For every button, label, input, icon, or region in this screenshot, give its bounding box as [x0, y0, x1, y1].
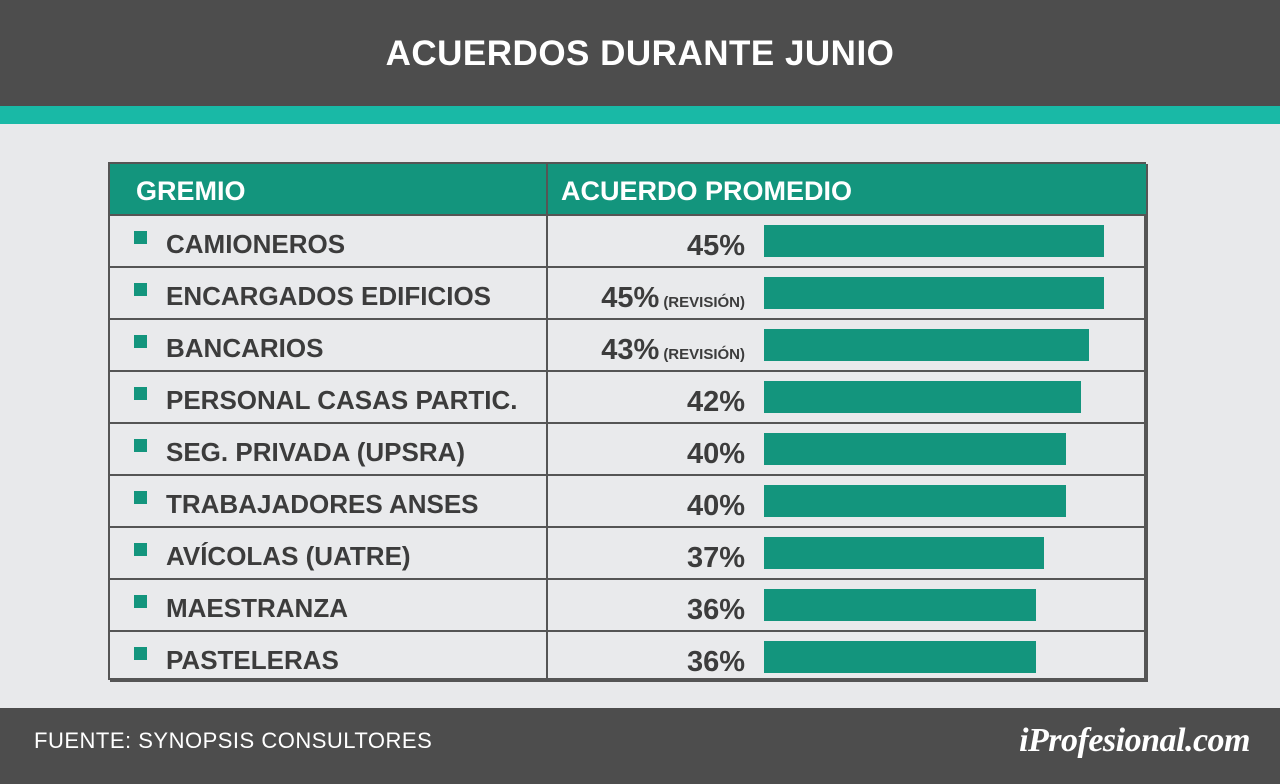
- bar: [764, 485, 1066, 517]
- percent-value: 43%: [601, 334, 660, 366]
- data-label: 42%: [687, 372, 745, 422]
- data-label: 37%: [687, 528, 745, 578]
- percent-value: 36%: [686, 594, 745, 626]
- bar: [764, 433, 1066, 465]
- column-header-acuerdo: ACUERDO PROMEDIO: [561, 176, 853, 206]
- row-bullet-icon: [134, 231, 147, 244]
- table-header: GREMIO ACUERDO PROMEDIO: [110, 164, 1146, 216]
- gremio-name: PASTELERAS: [166, 645, 339, 675]
- data-label: 45%: [687, 216, 745, 266]
- revision-note: (REVISIÓN): [663, 294, 745, 311]
- footer: FUENTE: SYNOPSIS CONSULTORES iProfesiona…: [0, 708, 1280, 784]
- row-bullet-icon: [134, 543, 147, 556]
- gremio-name: ENCARGADOS EDIFICIOS: [166, 281, 492, 311]
- accent-stripe: [0, 106, 1280, 124]
- percent-value: 40%: [686, 438, 745, 470]
- revision-note: (REVISIÓN): [663, 346, 745, 363]
- chart-title: ACUERDOS DURANTE JUNIO: [385, 34, 895, 73]
- data-label: 40%: [687, 424, 745, 474]
- row-bullet-icon: [134, 283, 147, 296]
- row-bullet-icon: [134, 647, 147, 660]
- row-bullet-icon: [134, 387, 147, 400]
- table-row: TRABAJADORES ANSES 40%: [110, 476, 1146, 528]
- data-table: GREMIO ACUERDO PROMEDIO CAMIONEROS 45% ENC…: [108, 162, 1146, 680]
- bar: [764, 537, 1044, 569]
- percent-value: 36%: [686, 646, 745, 678]
- table-row: ENCARGADOS EDIFICIOS 45% (REVISIÓN): [110, 268, 1146, 320]
- percent-value: 45%: [686, 230, 745, 262]
- row-bullet-icon: [134, 335, 147, 348]
- column-header-gremio: GREMIO: [136, 176, 246, 206]
- data-label: 36%: [687, 632, 745, 682]
- header: ACUERDOS DURANTE JUNIO: [0, 0, 1280, 106]
- bar: [764, 225, 1104, 257]
- bar: [764, 277, 1104, 309]
- row-bullet-icon: [134, 595, 147, 608]
- row-bullet-icon: [134, 439, 147, 452]
- gremio-name: CAMIONEROS: [166, 229, 346, 259]
- source-label: FUENTE: SYNOPSIS CONSULTORES: [34, 728, 433, 753]
- bar: [764, 329, 1089, 361]
- percent-value: 45%: [601, 282, 660, 314]
- percent-value: 37%: [686, 542, 745, 574]
- table-row: AVÍCOLAS (UATRE) 37%: [110, 528, 1146, 580]
- data-label: 45% (REVISIÓN): [601, 268, 745, 318]
- percent-value: 40%: [686, 490, 745, 522]
- table-row: SEG. PRIVADA (UPSRA) 40%: [110, 424, 1146, 476]
- table-row: BANCARIOS 43% (REVISIÓN): [110, 320, 1146, 372]
- table-row: PERSONAL CASAS PARTIC. 42%: [110, 372, 1146, 424]
- gremio-name: MAESTRANZA: [166, 593, 348, 623]
- data-label: 40%: [687, 476, 745, 526]
- gremio-name: TRABAJADORES ANSES: [166, 489, 479, 519]
- column-divider: [546, 164, 548, 680]
- gremio-name: BANCARIOS: [166, 333, 324, 363]
- gremio-name: AVÍCOLAS (UATRE): [166, 541, 411, 571]
- percent-value: 42%: [686, 386, 745, 418]
- bar: [764, 641, 1036, 673]
- table-row: PASTELERAS 36%: [110, 632, 1146, 684]
- gremio-name: PERSONAL CASAS PARTIC.: [166, 385, 518, 415]
- row-bullet-icon: [134, 491, 147, 504]
- data-label: 43% (REVISIÓN): [601, 320, 745, 370]
- table-row: CAMIONEROS 45%: [110, 216, 1146, 268]
- bar: [764, 381, 1081, 413]
- gremio-name: SEG. PRIVADA (UPSRA): [166, 437, 466, 467]
- brand-logo: iProfesional.com: [1019, 722, 1250, 759]
- data-label: 36%: [687, 580, 745, 630]
- table-row: MAESTRANZA 36%: [110, 580, 1146, 632]
- bar: [764, 589, 1036, 621]
